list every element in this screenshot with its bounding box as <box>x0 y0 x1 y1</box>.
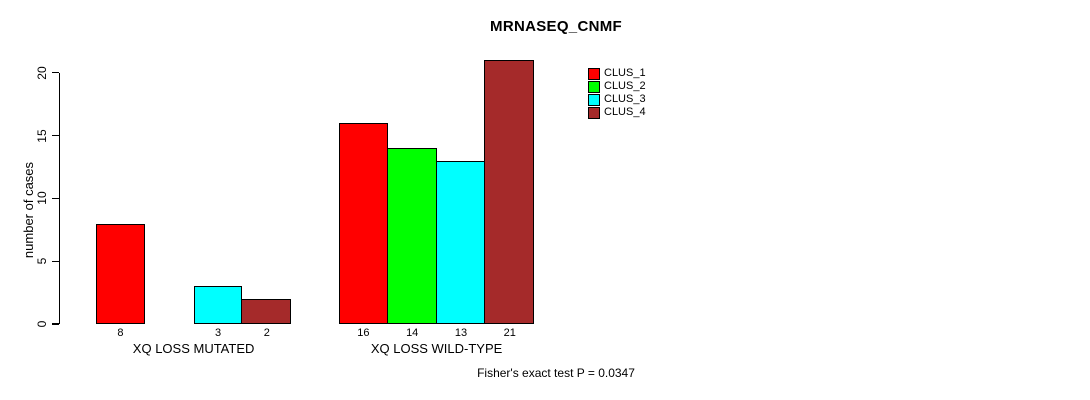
y-tick-mark <box>52 197 59 200</box>
stat-annotation: Fisher's exact test P = 0.0347 <box>477 366 635 380</box>
y-tick-mark <box>52 260 59 262</box>
bar <box>339 123 388 324</box>
bar-value-label: 2 <box>263 327 270 339</box>
y-tick-label: 0 <box>35 320 49 328</box>
legend-swatch <box>588 67 600 80</box>
category-label: XQ LOSS WILD-TYPE <box>370 341 503 356</box>
y-tick-label: 5 <box>35 257 49 265</box>
bar <box>241 298 292 324</box>
legend-label: CLUS_1 <box>604 67 646 79</box>
category-label: XQ LOSS MUTATED <box>132 341 255 356</box>
y-axis-line <box>59 72 61 324</box>
bar-value-label: 8 <box>117 327 124 339</box>
chart-title: MRNASEQ_CNMF <box>490 18 622 35</box>
bar-value-label: 13 <box>454 327 468 339</box>
bar-value-label: 14 <box>406 327 419 339</box>
legend-swatch <box>588 80 600 93</box>
y-tick-label: 10 <box>35 191 49 206</box>
bar <box>484 60 535 324</box>
bar-value-label: 21 <box>503 327 516 339</box>
bar-value-label: 3 <box>214 327 222 339</box>
legend-label: CLUS_4 <box>604 106 646 118</box>
bar <box>96 223 145 324</box>
y-axis-label: number of cases <box>21 161 36 259</box>
bar-value-label: 16 <box>357 327 370 339</box>
bar <box>193 286 243 324</box>
y-tick-mark <box>52 72 59 74</box>
y-tick-label: 15 <box>35 128 49 143</box>
legend-label: CLUS_2 <box>604 80 646 92</box>
y-tick-label: 20 <box>35 66 49 80</box>
legend-swatch <box>588 106 600 119</box>
y-tick-mark <box>52 135 59 137</box>
bar <box>386 148 437 324</box>
y-tick-mark <box>52 323 59 325</box>
legend-label: CLUS_3 <box>604 93 646 105</box>
legend-swatch <box>588 93 600 106</box>
bar <box>435 160 486 324</box>
